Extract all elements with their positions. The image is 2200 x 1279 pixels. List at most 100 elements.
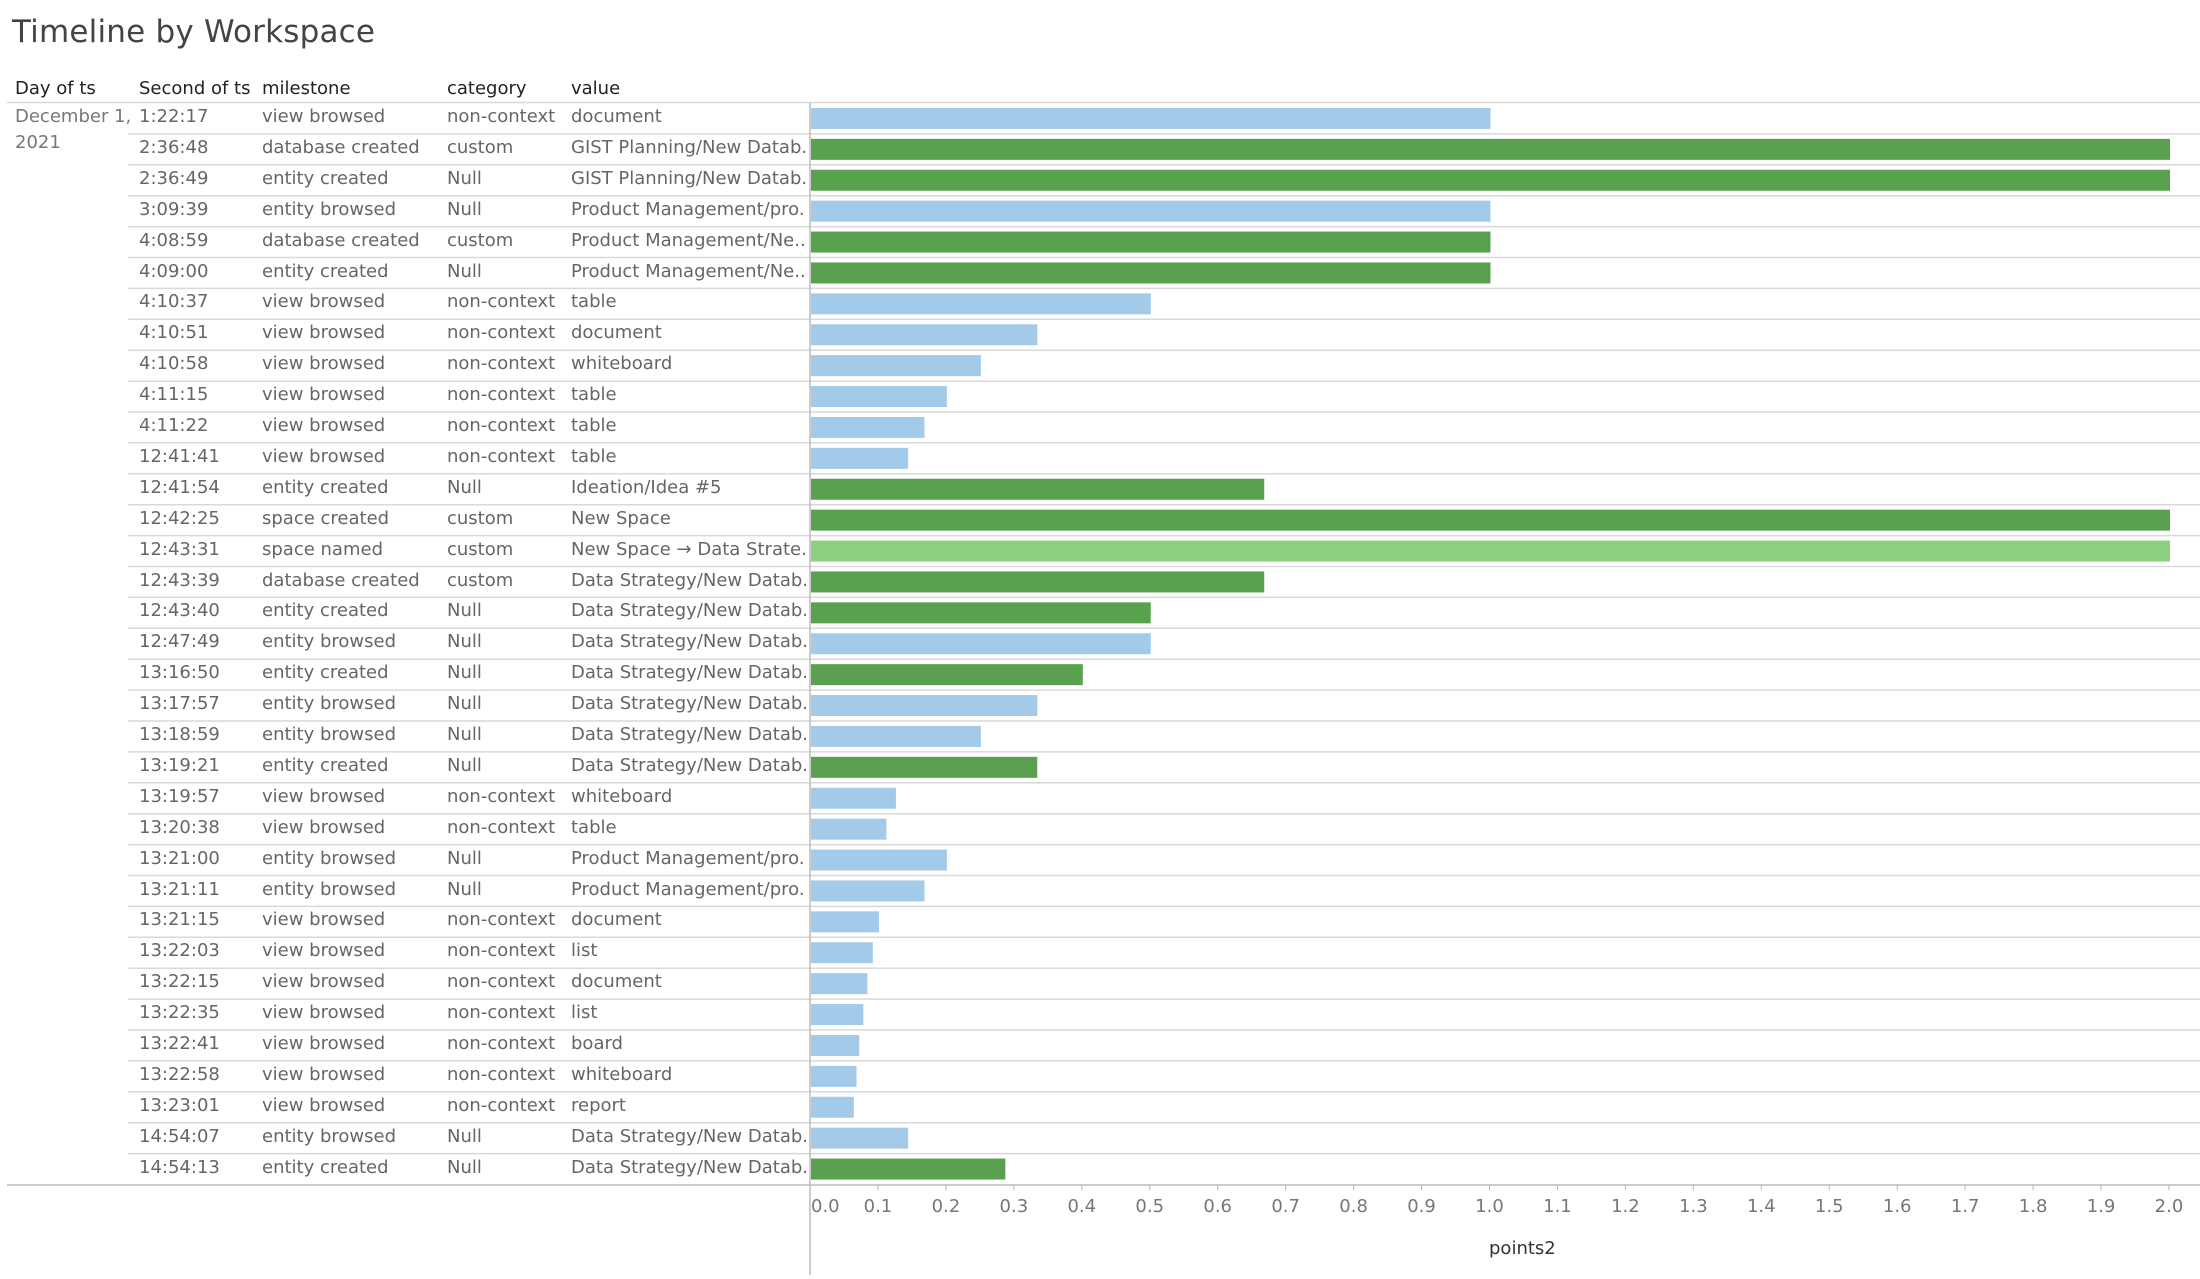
cell-category[interactable]: Null (447, 878, 482, 900)
cell-category[interactable]: Null (447, 754, 482, 776)
bar[interactable] (811, 200, 1491, 222)
cell-milestone[interactable]: entity created (262, 754, 389, 776)
bar[interactable] (811, 880, 925, 902)
bar[interactable] (811, 942, 873, 964)
cell-second[interactable]: 13:16:50 (139, 662, 220, 684)
cell-milestone[interactable]: view browsed (262, 445, 386, 467)
cell-milestone[interactable]: space created (262, 507, 390, 529)
bar[interactable] (811, 1065, 857, 1087)
cell-second[interactable]: 12:43:31 (139, 538, 220, 560)
header-category[interactable]: category (447, 78, 527, 99)
cell-milestone[interactable]: entity created (262, 1156, 389, 1178)
cell-value[interactable]: GIST Planning/New Datab.. (571, 136, 806, 158)
cell-second[interactable]: 13:19:57 (139, 785, 220, 807)
cell-milestone[interactable]: entity browsed (262, 1125, 397, 1147)
bar[interactable] (811, 447, 909, 469)
cell-milestone[interactable]: entity created (262, 167, 389, 189)
cell-second[interactable]: 13:21:15 (139, 909, 220, 931)
cell-milestone[interactable]: view browsed (262, 1033, 386, 1054)
cell-value[interactable]: Product Management/pro.. (571, 847, 806, 869)
cell-value[interactable]: table (571, 415, 617, 436)
cell-second[interactable]: 13:18:59 (139, 724, 220, 745)
cell-second[interactable]: 13:17:57 (139, 693, 220, 715)
cell-value[interactable]: Data Strategy/New Datab.. (571, 600, 806, 622)
cell-milestone[interactable]: view browsed (262, 384, 386, 406)
cell-value[interactable]: Ideation/Idea #5 (571, 476, 722, 498)
cell-milestone[interactable]: view browsed (262, 106, 386, 127)
bar[interactable] (811, 138, 2170, 160)
cell-category[interactable]: Null (447, 260, 482, 282)
cell-value[interactable]: document (571, 106, 662, 127)
bar[interactable] (811, 169, 2170, 191)
cell-category[interactable]: Null (447, 476, 482, 498)
cell-second[interactable]: 12:43:39 (139, 569, 220, 591)
bar[interactable] (811, 540, 2170, 562)
cell-category[interactable]: non-context (447, 1002, 556, 1024)
cell-value[interactable]: Data Strategy/New Datab.. (571, 1156, 806, 1178)
cell-second[interactable]: 4:10:58 (139, 353, 209, 375)
cell-category[interactable]: non-context (447, 940, 556, 962)
cell-milestone[interactable]: view browsed (262, 909, 386, 931)
cell-value[interactable]: GIST Planning/New Datab.. (571, 167, 806, 189)
cell-second[interactable]: 13:22:15 (139, 971, 220, 993)
cell-category[interactable]: non-context (447, 909, 556, 931)
cell-value[interactable]: New Space → Data Strate.. (571, 538, 806, 560)
header-day[interactable]: Day of ts (15, 78, 96, 99)
cell-second[interactable]: 13:19:21 (139, 754, 220, 776)
cell-category[interactable]: custom (447, 538, 514, 560)
bar[interactable] (811, 1127, 909, 1149)
cell-second[interactable]: 13:22:03 (139, 940, 220, 962)
cell-category[interactable]: Null (447, 662, 482, 684)
bar[interactable] (811, 293, 1151, 315)
cell-value[interactable]: Data Strategy/New Datab.. (571, 662, 806, 684)
cell-milestone[interactable]: entity browsed (262, 878, 397, 900)
cell-value[interactable]: Data Strategy/New Datab.. (571, 754, 806, 776)
cell-second[interactable]: 13:22:41 (139, 1033, 220, 1054)
cell-milestone[interactable]: entity created (262, 662, 389, 684)
cell-milestone[interactable]: entity browsed (262, 693, 397, 715)
cell-category[interactable]: Null (447, 1156, 482, 1178)
cell-second[interactable]: 12:41:41 (139, 445, 220, 467)
cell-category[interactable]: non-context (447, 785, 556, 807)
cell-value[interactable]: Product Management/Ne.. (571, 260, 806, 282)
cell-milestone[interactable]: view browsed (262, 1094, 386, 1116)
cell-second[interactable]: 13:22:35 (139, 1002, 220, 1024)
cell-milestone[interactable]: view browsed (262, 940, 386, 962)
cell-category[interactable]: custom (447, 229, 514, 251)
cell-milestone[interactable]: view browsed (262, 816, 386, 838)
cell-value[interactable]: whiteboard (571, 785, 673, 807)
bar[interactable] (811, 602, 1151, 624)
cell-milestone[interactable]: entity browsed (262, 847, 397, 869)
cell-category[interactable]: non-context (447, 971, 556, 993)
bar[interactable] (811, 756, 1038, 778)
bar[interactable] (811, 633, 1151, 655)
cell-milestone[interactable]: view browsed (262, 1002, 386, 1024)
cell-value[interactable]: table (571, 291, 617, 313)
bar[interactable] (811, 1004, 864, 1026)
bar[interactable] (811, 509, 2170, 531)
cell-value[interactable]: table (571, 816, 617, 838)
cell-value[interactable]: list (571, 940, 598, 962)
cell-category[interactable]: Null (447, 631, 482, 653)
cell-milestone[interactable]: entity browsed (262, 724, 397, 745)
cell-category[interactable]: non-context (447, 384, 556, 406)
cell-second[interactable]: 12:43:40 (139, 600, 220, 622)
bar[interactable] (811, 911, 879, 933)
header-milestone[interactable]: milestone (262, 78, 351, 99)
cell-milestone[interactable]: database created (262, 136, 420, 158)
bar[interactable] (811, 1158, 1006, 1180)
bar[interactable] (811, 787, 896, 809)
cell-category[interactable]: custom (447, 569, 514, 591)
header-second[interactable]: Second of ts (139, 78, 251, 99)
cell-second[interactable]: 13:21:11 (139, 878, 220, 900)
header-value[interactable]: value (571, 78, 621, 99)
cell-milestone[interactable]: view browsed (262, 322, 386, 344)
cell-category[interactable]: non-context (447, 1033, 556, 1054)
cell-category[interactable]: non-context (447, 816, 556, 838)
cell-second[interactable]: 12:47:49 (139, 631, 220, 653)
cell-second[interactable]: 13:22:58 (139, 1063, 220, 1085)
bar[interactable] (811, 1034, 860, 1056)
bar[interactable] (811, 262, 1491, 284)
bar[interactable] (811, 231, 1491, 253)
bar[interactable] (811, 849, 947, 871)
